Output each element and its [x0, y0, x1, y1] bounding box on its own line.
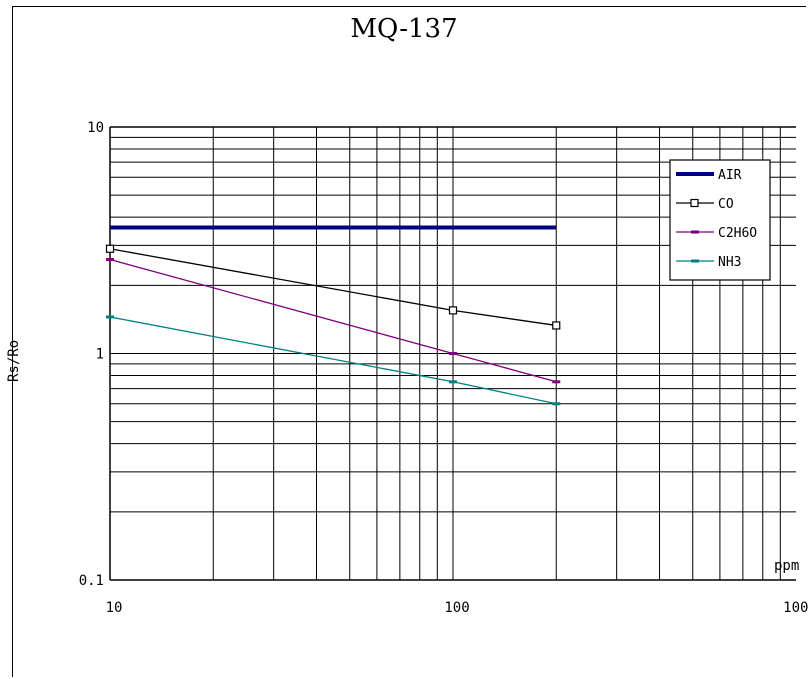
y-tick-label: 0.1 [79, 573, 104, 589]
axes [109, 126, 796, 581]
y-tick-label: 10 [87, 120, 104, 136]
data-point [552, 380, 561, 384]
data-point [106, 258, 114, 262]
series-layer [105, 225, 561, 406]
legend-marker [691, 230, 699, 234]
y-tick-label: 1 [96, 347, 104, 363]
legend-marker [690, 198, 699, 208]
data-point [552, 402, 561, 406]
series-co [105, 244, 561, 330]
data-point [552, 321, 561, 330]
series-nh3 [106, 315, 561, 406]
x-tick-label: 100 [444, 600, 469, 616]
x-tick-label: 1000 [783, 600, 808, 616]
grid-lines [110, 127, 796, 580]
data-point [449, 352, 457, 355]
legend-marker [691, 259, 699, 263]
data-point [449, 380, 457, 384]
chart-frame [12, 6, 806, 677]
series-c2h6o [106, 258, 561, 384]
legend-label: NH3 [718, 255, 741, 270]
legend-label: CO [718, 197, 734, 212]
series-line [109, 248, 557, 327]
legend-label: AIR [718, 168, 742, 183]
tick-labels: 0.1 1 10 10 100 1000 ppm [79, 120, 808, 616]
series-line [109, 316, 557, 405]
legend: AIR CO C2H6O NH3 [669, 159, 771, 281]
chart-title: MQ-137 [350, 14, 458, 44]
data-point [448, 306, 458, 315]
legend-label: C2H6O [718, 226, 757, 241]
data-point [106, 315, 114, 319]
legend-box [669, 159, 771, 281]
data-point [105, 244, 115, 253]
x-tick-label: 10 [106, 600, 123, 616]
x-unit-label: ppm [774, 558, 799, 574]
